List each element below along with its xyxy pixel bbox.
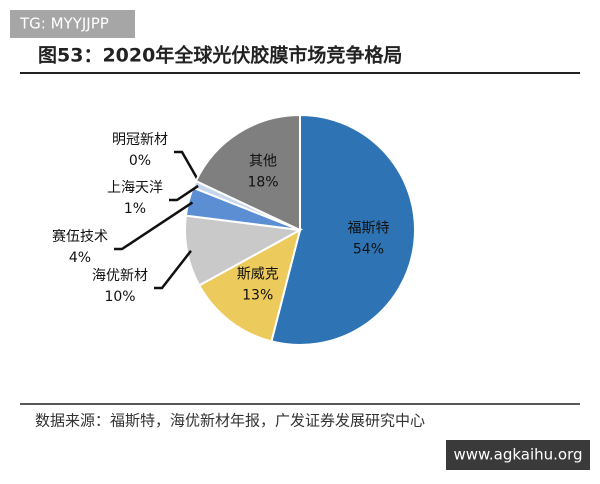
slice-value-label: 0% bbox=[129, 153, 151, 169]
pie-slice bbox=[197, 228, 302, 343]
slice-value-label: 1% bbox=[124, 201, 146, 217]
slice-label: 其他 bbox=[249, 154, 277, 170]
chart-title: 图53：2020年全球光伏胶膜市场竞争格局 bbox=[38, 44, 402, 67]
slice-label: 斯威克 bbox=[237, 267, 279, 283]
slice-label: 海优新材 bbox=[92, 268, 148, 284]
slice-label: 上海天洋 bbox=[107, 180, 163, 196]
leader-line bbox=[114, 201, 194, 251]
leader-line bbox=[169, 184, 199, 202]
slice-value-label: 18% bbox=[247, 175, 278, 191]
slice-value-label: 4% bbox=[69, 250, 91, 266]
source-note: 数据来源：福斯特，海优新材年报，广发证券发展研究中心 bbox=[35, 412, 425, 430]
watermark: TG: MYYJJPP bbox=[19, 15, 109, 33]
pie-slice bbox=[184, 214, 304, 287]
leader-line bbox=[174, 150, 201, 184]
pie-slice bbox=[194, 113, 301, 232]
leader-line bbox=[154, 250, 192, 290]
slice-value-label: 10% bbox=[104, 289, 135, 305]
slice-label: 赛伍技术 bbox=[52, 229, 108, 245]
watermark-box bbox=[10, 10, 135, 38]
watermark: www.agkaihu.org bbox=[453, 446, 582, 464]
pie-slice bbox=[270, 113, 416, 346]
slice-value-label: 13% bbox=[242, 288, 273, 304]
watermark-box bbox=[446, 440, 590, 470]
slice-value-label: 54% bbox=[353, 242, 384, 258]
slice-label: 明冠新材 bbox=[112, 132, 168, 148]
pie: 福斯特 54% 斯威克 13% 海优新材 10% 赛伍技术 4% 上海天洋 1% 明冠新材 0% 其他 1… bbox=[52, 113, 416, 346]
slice-label: 福斯特 bbox=[347, 221, 389, 237]
